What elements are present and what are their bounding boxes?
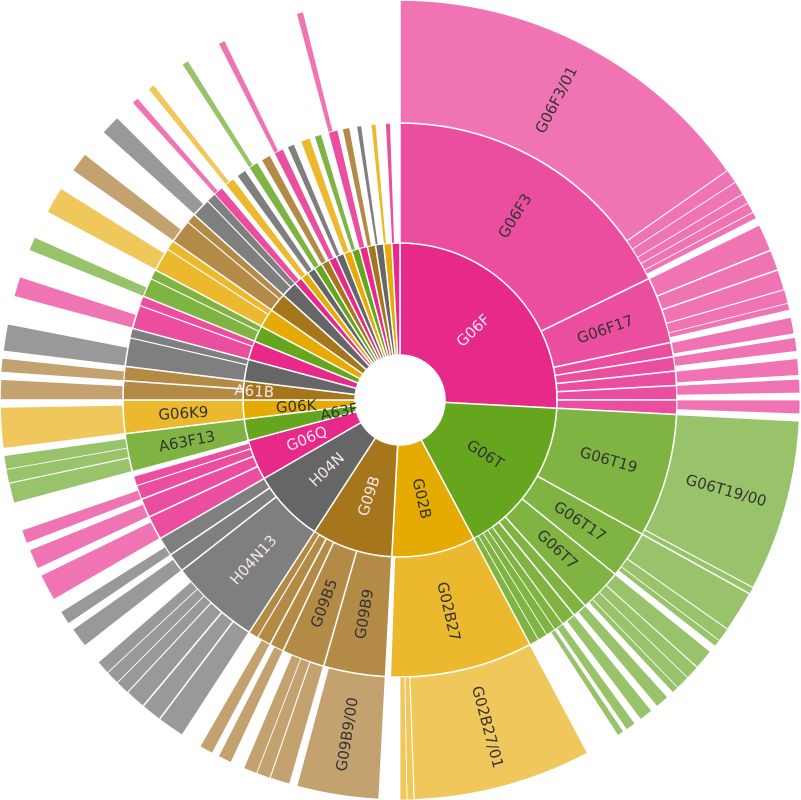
segment[interactable] <box>236 169 313 274</box>
segment[interactable] <box>2 322 129 368</box>
segment[interactable] <box>550 629 625 737</box>
segment[interactable] <box>28 502 150 571</box>
segment[interactable] <box>28 236 148 297</box>
segment[interactable] <box>556 623 636 731</box>
segment[interactable] <box>21 489 142 544</box>
segment[interactable] <box>0 357 125 382</box>
segment[interactable] <box>370 123 387 245</box>
segment[interactable] <box>673 336 798 367</box>
segment[interactable] <box>60 546 171 625</box>
segment[interactable] <box>39 520 162 602</box>
segment[interactable] <box>588 598 679 694</box>
segment[interactable] <box>3 438 128 470</box>
segment[interactable] <box>181 60 254 169</box>
segment-label: G06K <box>275 396 318 417</box>
segment[interactable] <box>97 581 198 674</box>
segment[interactable] <box>286 143 341 258</box>
segment[interactable] <box>260 154 327 265</box>
segment[interactable] <box>217 39 280 154</box>
segment[interactable] <box>670 315 796 356</box>
segment[interactable] <box>101 116 206 216</box>
segment-g09b9-00[interactable] <box>295 666 387 800</box>
segment[interactable] <box>617 566 721 647</box>
segment-label: A61B <box>234 381 275 401</box>
segment[interactable] <box>243 654 302 774</box>
segment[interactable] <box>356 125 379 246</box>
segment[interactable] <box>385 122 395 244</box>
segment[interactable] <box>674 357 801 384</box>
segment[interactable] <box>341 127 372 247</box>
segment[interactable] <box>313 133 356 252</box>
segment[interactable] <box>133 442 252 487</box>
segment[interactable] <box>300 137 350 254</box>
segment[interactable] <box>131 97 219 195</box>
segment[interactable] <box>295 11 334 133</box>
segment[interactable] <box>577 605 669 707</box>
segment[interactable] <box>71 557 183 648</box>
segment-label: G06K9 <box>158 403 209 424</box>
segment[interactable] <box>199 639 271 754</box>
segment[interactable] <box>0 378 125 401</box>
segment[interactable] <box>676 399 801 415</box>
segment[interactable] <box>12 275 138 330</box>
segment[interactable] <box>45 186 167 271</box>
segment[interactable] <box>644 211 757 275</box>
segment[interactable] <box>147 84 231 186</box>
segment[interactable] <box>566 614 653 721</box>
segment[interactable] <box>217 646 284 764</box>
segment[interactable] <box>668 302 791 339</box>
segment[interactable] <box>71 152 183 243</box>
segment[interactable] <box>676 378 801 396</box>
segment[interactable] <box>0 404 126 450</box>
